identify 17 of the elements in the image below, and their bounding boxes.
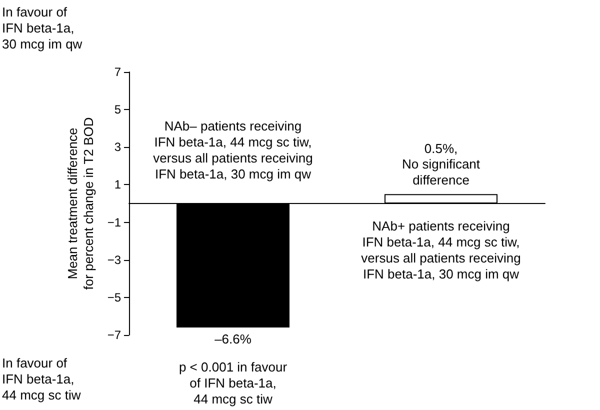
annotation: No significant difference — [402, 156, 480, 188]
y-tick-label: 3 — [114, 140, 122, 154]
y-axis-title: Mean treatment difference for percent change in T2 BOD — [64, 117, 96, 290]
data-label: 0.5%, — [424, 141, 458, 156]
text: p < 0.001 in favour of IFN beta-1a, 44 mcg sc tiw — [178, 360, 288, 406]
annotation: NAb– patients receiving IFN beta-1a, 44 mcg sc tiw, versus all patients receiving IFN beta-1a, 30 mcg im qw — [153, 118, 313, 182]
y-tick-label: 1 — [114, 178, 122, 192]
y-tick-label: −1 — [107, 215, 122, 230]
text: In favour of IFN beta-1a, 30 mcg im qw — [2, 4, 83, 52]
text: In favour of IFN beta-1a, 44 mcg sc tiw — [2, 356, 82, 402]
annotation: NAb+ patients receiving IFN beta-1a, 44 mcg sc tiw, versus all patients receiving IFN beta-1a, 30 mcg im qw — [361, 218, 521, 282]
y-tick-label: 7 — [114, 65, 122, 79]
y-tick-label: 5 — [114, 102, 122, 117]
y-tick-label: −3 — [107, 252, 122, 267]
y-tick-label: −7 — [107, 328, 122, 342]
data-label: –6.6% — [214, 331, 252, 346]
y-tick-label: −5 — [107, 290, 122, 304]
